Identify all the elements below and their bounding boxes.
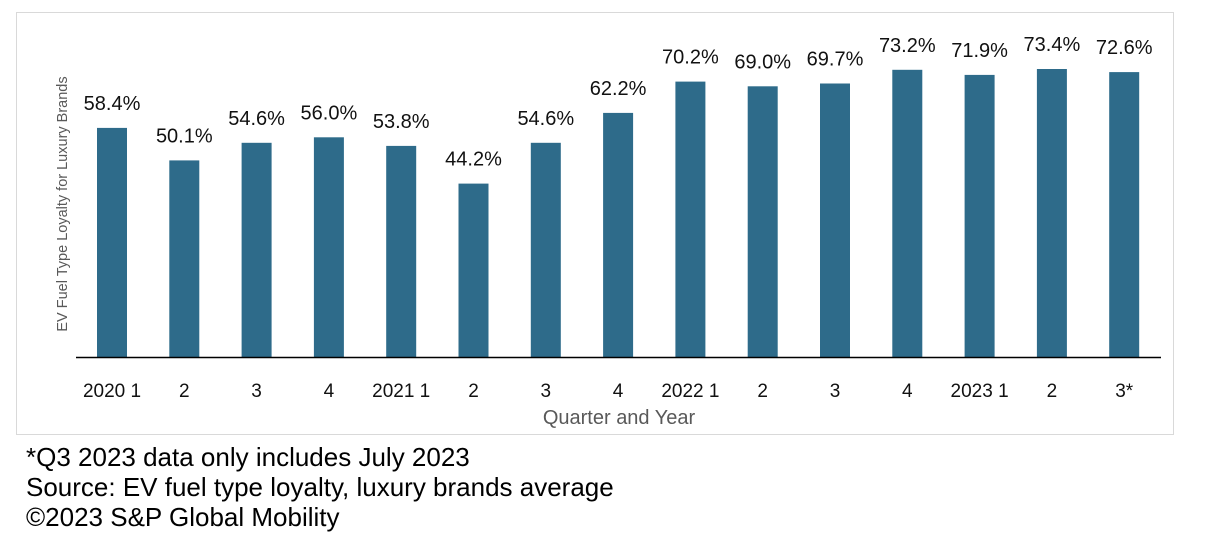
x-tick-label: 4 xyxy=(902,381,913,402)
bar-value-label: 54.6% xyxy=(228,108,285,130)
x-tick-label: 3 xyxy=(830,381,841,402)
x-tick-label: 2 xyxy=(468,381,479,402)
x-tick-label: 2 xyxy=(757,381,768,402)
bar-value-label: 69.7% xyxy=(807,49,864,71)
bar-value-label: 70.2% xyxy=(662,47,719,69)
bar xyxy=(675,81,706,357)
bar-value-label: 50.1% xyxy=(156,125,213,147)
bar-chart: 58.4% 50.1% 54.6% 56.0% 53.8% 44.2% 54.6% 62.2%… xyxy=(16,12,1174,435)
bar xyxy=(313,137,344,357)
bar xyxy=(458,183,489,357)
bar-value-label: 44.2% xyxy=(445,149,502,171)
bar xyxy=(241,142,272,357)
tick-labels-group: 2020 1 2 3 4 2021 1 2 3 4 2022 1 2 3 4 2023 1 2 3* xyxy=(83,381,1134,402)
bar xyxy=(169,160,200,357)
x-tick-label: 3* xyxy=(1115,381,1134,402)
bar xyxy=(892,69,923,358)
footnote-copyright: ©2023 S&P Global Mobility xyxy=(26,502,340,532)
bar-value-label: 58.4% xyxy=(84,93,141,115)
x-tick-label: 4 xyxy=(324,381,335,402)
bar xyxy=(820,83,850,357)
x-tick-label: 2023 1 xyxy=(951,381,1009,402)
bar xyxy=(1109,72,1140,357)
bar xyxy=(1036,69,1067,357)
bar xyxy=(386,145,417,357)
chart-frame xyxy=(16,12,1174,435)
bar-value-label: 54.6% xyxy=(517,108,574,130)
y-axis-title: EV Fuel Type Loyalty for Luxury Brands xyxy=(55,76,71,331)
footnote-source: Source: EV fuel type loyalty, luxury bra… xyxy=(26,472,614,502)
x-tick-label: 2021 1 xyxy=(372,381,430,402)
x-tick-label: 4 xyxy=(613,381,624,402)
footnotes: *Q3 2023 data only includes July 2023 So… xyxy=(26,442,614,532)
bar xyxy=(603,112,634,358)
x-tick-label: 2020 1 xyxy=(83,381,141,402)
bar xyxy=(530,142,561,357)
bar-value-label: 56.0% xyxy=(301,102,358,124)
bar-value-label: 72.6% xyxy=(1096,37,1153,59)
x-tick-label: 2022 1 xyxy=(661,381,719,402)
value-labels-group: 58.4% 50.1% 54.6% 56.0% 53.8% 44.2% 54.6% 62.2%… xyxy=(84,34,1153,171)
footnote-q3: *Q3 2023 data only includes July 2023 xyxy=(26,442,470,472)
x-axis-title: Quarter and Year xyxy=(543,407,696,429)
bars-group xyxy=(97,69,1140,358)
bar-value-label: 73.4% xyxy=(1024,34,1081,56)
bar-value-label: 69.0% xyxy=(734,51,791,73)
bar-value-label: 62.2% xyxy=(590,78,647,100)
x-tick-label: 3 xyxy=(251,381,262,402)
bar xyxy=(964,74,995,358)
bar xyxy=(97,127,127,358)
x-tick-label: 3 xyxy=(541,381,552,402)
x-tick-label: 2 xyxy=(179,381,190,402)
bar-value-label: 53.8% xyxy=(373,111,430,133)
x-tick-label: 2 xyxy=(1047,381,1058,402)
bar-value-label: 73.2% xyxy=(879,35,936,57)
bar xyxy=(747,86,778,358)
bar-value-label: 71.9% xyxy=(951,40,1008,62)
